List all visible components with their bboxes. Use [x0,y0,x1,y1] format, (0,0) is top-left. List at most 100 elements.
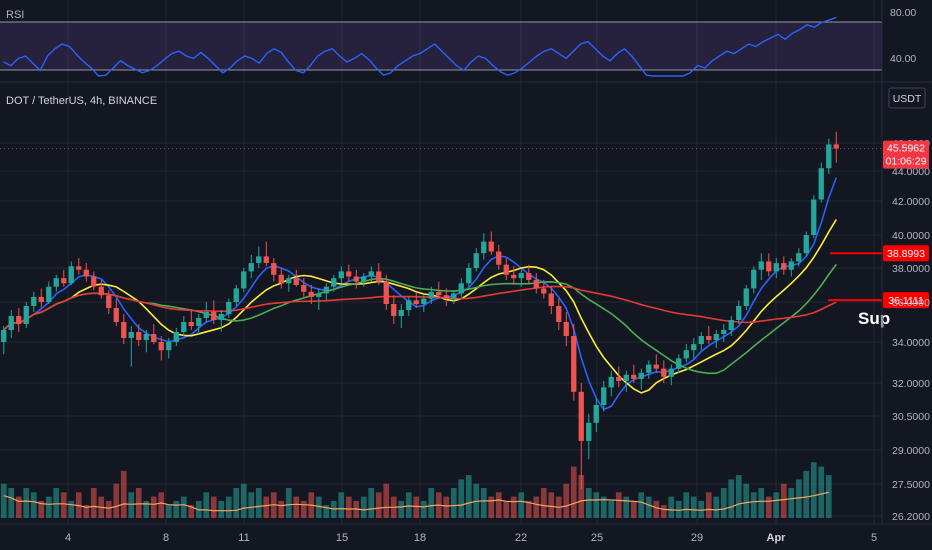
candle-body [188,322,194,326]
currency-button[interactable] [888,87,926,109]
candle [241,268,247,292]
candle-body [638,372,644,379]
candle [481,233,487,260]
candle [278,268,284,289]
candle-body [781,263,787,270]
candle [316,288,322,310]
candle-body [473,253,479,268]
moving-average-lines [3,177,838,411]
candle-body [398,310,404,316]
candle-body [578,391,584,441]
candle [728,316,734,336]
candle-body [113,308,119,322]
candle-body [608,376,614,388]
candle-body [571,336,577,392]
candle [346,264,352,282]
candle-body [668,368,674,377]
candle-body [278,274,284,284]
volume-bar [728,479,735,518]
time-tick-label: 18 [414,532,426,544]
rsi-band [0,22,882,70]
candle-body [293,278,299,285]
candle [811,195,817,239]
time-axis[interactable]: 4 8 11 15 18 22 25 29 Apr 5 [65,532,877,544]
candle-body [548,293,554,306]
volume-bar [240,483,247,518]
candle-body [203,312,209,318]
volume-bar [45,496,52,518]
candle-body [46,286,52,302]
candle-body [826,144,832,169]
price-tick-label: 32.0000 [892,378,930,390]
candle [271,258,277,282]
candle-body [803,235,809,254]
rsi-title: RSI [6,9,24,21]
candle [143,330,149,353]
volume-bar [698,500,705,518]
volume-bar [128,492,135,518]
volume-bar [450,488,457,518]
volume-bar [135,488,142,518]
candle [631,364,637,383]
volume-bar [285,488,292,518]
candle-body [788,261,794,270]
time-tick-label: 22 [515,532,527,544]
candle [8,310,14,338]
candle [76,258,82,275]
volume-bar [375,492,382,518]
candle-body [76,266,82,270]
candle [721,324,727,342]
time-tick-label: 15 [336,532,348,544]
volume-bar [345,496,352,518]
volume-bar [188,505,195,518]
rsi-tick-label: 40.00 [890,53,916,65]
last-price-box [883,140,929,169]
candle-body [143,334,149,340]
volume-bar [788,488,795,518]
candle-body [106,295,112,308]
volume-bar [803,470,810,518]
candle-body [361,276,367,282]
candle-body [526,273,532,280]
candle [466,263,472,287]
volume-bar [480,488,487,518]
candle [616,366,622,388]
candle-body [136,332,142,340]
time-tick-label: 29 [691,532,703,544]
horizontal-levels[interactable]: 38.8993 36.1111 [828,245,929,309]
candle [646,360,652,379]
volume-bar [83,505,90,518]
candle-body [818,168,824,200]
candle-body [698,336,704,344]
candle-body [496,251,502,265]
candle [256,246,262,268]
volume-bar [158,492,165,518]
candle-body [773,263,779,272]
candle-body [661,368,667,377]
candle-body [83,269,89,277]
candle-body [128,332,134,338]
volume-bar [458,479,465,518]
candle-body [413,300,419,304]
candle-body [563,322,569,336]
candle-body [158,342,164,351]
rsi-pane[interactable]: RSI 80.00 40.00 [0,7,916,77]
volume-bar [645,496,652,518]
candle [181,316,187,336]
candle-body [691,344,697,351]
candle-body [121,322,127,338]
time-tick-label: 25 [591,532,603,544]
candle [61,269,67,287]
candle [503,258,509,280]
candle [713,330,719,349]
volume-bar [105,500,112,518]
ma-line-10 [3,219,837,394]
candle-body [353,276,359,282]
volume-bar [248,492,255,518]
candle-body [451,293,457,299]
volume-bar [398,500,405,518]
candle-body [331,278,337,287]
candle-body [301,285,307,292]
candle-body [751,269,757,289]
